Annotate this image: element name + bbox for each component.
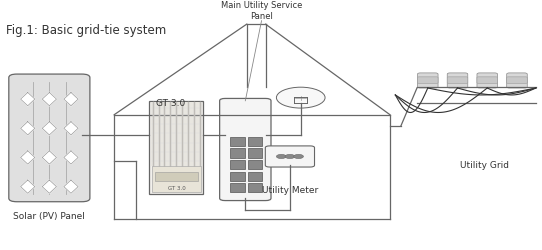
Circle shape (294, 154, 304, 158)
FancyBboxPatch shape (417, 77, 438, 83)
Circle shape (276, 154, 286, 158)
FancyBboxPatch shape (477, 73, 498, 88)
FancyBboxPatch shape (266, 146, 314, 167)
FancyBboxPatch shape (477, 77, 498, 83)
FancyBboxPatch shape (230, 148, 244, 158)
FancyBboxPatch shape (152, 166, 201, 192)
Polygon shape (42, 180, 56, 193)
Polygon shape (42, 122, 56, 135)
Polygon shape (21, 151, 35, 164)
Text: Solar (PV) Panel: Solar (PV) Panel (14, 212, 85, 221)
FancyBboxPatch shape (230, 160, 244, 169)
FancyBboxPatch shape (417, 73, 438, 88)
FancyBboxPatch shape (248, 137, 262, 146)
Polygon shape (42, 151, 56, 164)
Polygon shape (42, 92, 56, 106)
Polygon shape (64, 151, 78, 164)
FancyBboxPatch shape (155, 172, 198, 181)
Text: GT 3.0: GT 3.0 (156, 99, 185, 108)
Polygon shape (21, 92, 35, 106)
FancyBboxPatch shape (230, 137, 244, 146)
FancyBboxPatch shape (447, 73, 468, 88)
FancyBboxPatch shape (150, 101, 203, 194)
Polygon shape (64, 92, 78, 106)
FancyBboxPatch shape (447, 77, 468, 83)
FancyBboxPatch shape (507, 77, 527, 83)
Text: Main Utility Service
Panel: Main Utility Service Panel (221, 1, 302, 21)
Polygon shape (64, 122, 78, 135)
Circle shape (285, 154, 295, 158)
Polygon shape (21, 122, 35, 135)
Text: Utility Grid: Utility Grid (460, 161, 509, 170)
FancyBboxPatch shape (248, 160, 262, 169)
FancyBboxPatch shape (507, 73, 527, 88)
FancyBboxPatch shape (220, 98, 271, 200)
FancyBboxPatch shape (248, 148, 262, 158)
FancyBboxPatch shape (248, 172, 262, 181)
Text: GT 3.0: GT 3.0 (167, 186, 185, 192)
Polygon shape (64, 180, 78, 193)
Text: Utility Meter: Utility Meter (262, 186, 318, 195)
FancyBboxPatch shape (230, 183, 244, 192)
FancyBboxPatch shape (151, 102, 202, 166)
Circle shape (276, 87, 325, 108)
FancyBboxPatch shape (248, 183, 262, 192)
Polygon shape (21, 180, 35, 193)
Text: Fig.1: Basic grid-tie system: Fig.1: Basic grid-tie system (6, 24, 166, 37)
FancyBboxPatch shape (9, 74, 90, 202)
FancyBboxPatch shape (230, 172, 244, 181)
